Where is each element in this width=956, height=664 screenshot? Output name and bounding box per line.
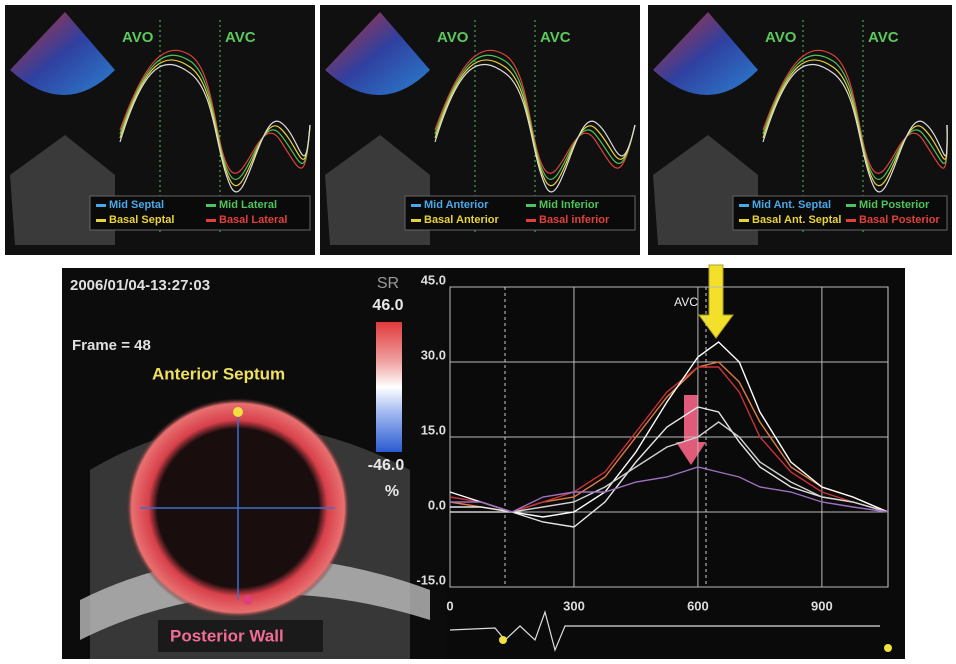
legend-label: Basal Lateral bbox=[219, 214, 287, 226]
legend-swatch bbox=[411, 204, 421, 207]
legend-label: Basal Septal bbox=[109, 214, 174, 226]
x-tick-label: 900 bbox=[811, 598, 833, 613]
legend-swatch bbox=[526, 219, 536, 222]
timestamp: 2006/01/04-13:27:03 bbox=[70, 277, 210, 294]
legend-swatch bbox=[96, 204, 106, 207]
frame-label: Frame = 48 bbox=[72, 337, 151, 354]
marker bbox=[233, 407, 243, 417]
legend-label: Mid Posterior bbox=[859, 199, 930, 211]
event-label: AVC bbox=[540, 29, 571, 46]
chart-area bbox=[445, 268, 905, 659]
y-tick-label: -15.0 bbox=[416, 572, 446, 587]
legend-swatch bbox=[846, 204, 856, 207]
legend-swatch bbox=[526, 204, 536, 207]
scale-max: 46.0 bbox=[372, 297, 403, 314]
legend-label: Basal inferior bbox=[539, 214, 610, 226]
marker bbox=[884, 644, 892, 652]
legend-label: Basal Anterior bbox=[424, 214, 500, 226]
legend-swatch bbox=[206, 204, 216, 207]
legend-label: Mid Anterior bbox=[424, 199, 489, 211]
y-tick-label: 15.0 bbox=[421, 422, 446, 437]
legend-swatch bbox=[411, 219, 421, 222]
page: {"top_panels": [ {"labels": ["AVO", "AVC… bbox=[0, 0, 956, 659]
x-tick-label: 300 bbox=[563, 598, 585, 613]
legend-label: Mid Inferior bbox=[539, 199, 600, 211]
y-tick-label: 0.0 bbox=[428, 497, 446, 512]
region-label: Anterior Septum bbox=[152, 364, 285, 383]
event-label: AVC bbox=[225, 29, 256, 46]
scale-min: -46.0 bbox=[368, 457, 405, 474]
region-label: Posterior Wall bbox=[170, 626, 284, 645]
legend-label: Mid Ant. Septal bbox=[752, 199, 831, 211]
legend-label: Mid Lateral bbox=[219, 199, 277, 211]
event-label: AVO bbox=[765, 29, 797, 46]
legend-label: Mid Septal bbox=[109, 199, 164, 211]
marker bbox=[499, 636, 507, 644]
color-scale bbox=[376, 322, 402, 452]
legend-label: Basal Ant. Septal bbox=[752, 214, 841, 226]
legend-swatch bbox=[739, 204, 749, 207]
y-tick-label: 45.0 bbox=[421, 272, 446, 287]
legend-swatch bbox=[739, 219, 749, 222]
x-tick-label: 0 bbox=[446, 598, 453, 613]
annotation: AVC bbox=[674, 295, 698, 309]
event-label: AVC bbox=[868, 29, 899, 46]
event-label: AVO bbox=[122, 29, 154, 46]
x-tick-label: 600 bbox=[687, 598, 709, 613]
scale-unit: % bbox=[385, 483, 399, 500]
scale-title: SR bbox=[377, 275, 399, 292]
legend-swatch bbox=[846, 219, 856, 222]
legend-swatch bbox=[96, 219, 106, 222]
event-label: AVO bbox=[437, 29, 469, 46]
y-tick-label: 30.0 bbox=[421, 347, 446, 362]
marker bbox=[243, 595, 253, 605]
figure: 2006/01/04-13:27:03 Frame = 48 Anterior … bbox=[0, 0, 956, 659]
legend-swatch bbox=[206, 219, 216, 222]
legend-label: Basal Posterior bbox=[859, 214, 940, 226]
